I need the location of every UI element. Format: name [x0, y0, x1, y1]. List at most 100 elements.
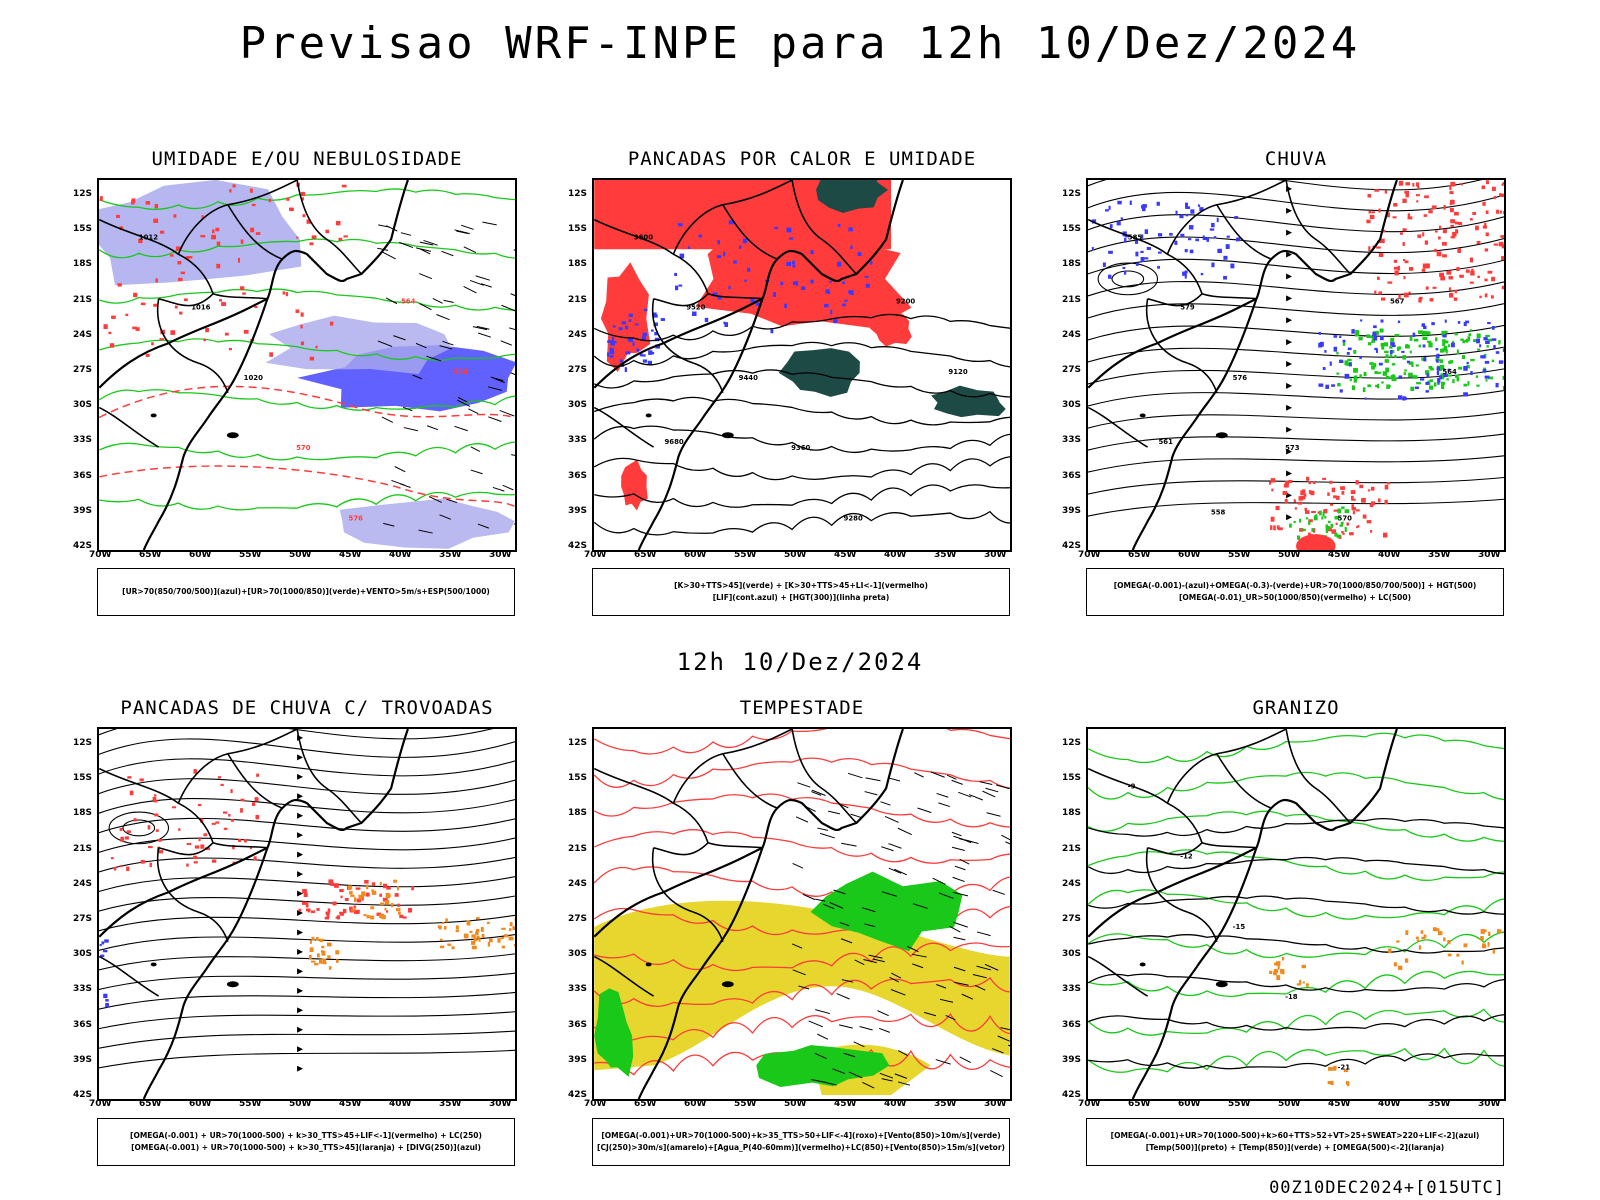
rain-area-green: [1418, 344, 1422, 348]
longitude-tick-label: 55W: [239, 550, 262, 560]
rain-area-blue: [1157, 265, 1160, 269]
storm-area-red: [228, 813, 231, 817]
omega-area-orange: [1418, 945, 1421, 950]
streamline-arrow: [297, 910, 304, 916]
latitude-tick-label: 12S: [568, 738, 588, 748]
latitude-tick-label: 12S: [73, 738, 93, 748]
rain-area-blue: [1182, 271, 1187, 276]
wind-vector: [482, 221, 497, 226]
rain-area-green: [1421, 357, 1425, 361]
storm-area-orange: [361, 891, 366, 897]
red-contour-dot: [243, 329, 249, 334]
omega-area-orange: [1447, 940, 1451, 945]
storm-area-red: [353, 910, 358, 914]
rain-area-blue: [1463, 392, 1468, 397]
storm-area-red: [217, 776, 221, 779]
omega-area-orange: [1332, 1067, 1337, 1071]
storm-area-orange: [348, 891, 353, 895]
latitude-tick-label: 33S: [568, 984, 588, 995]
rain-area-red: [1346, 522, 1349, 526]
rain-area-green: [1452, 340, 1455, 345]
longitude-tick-label: 50W: [289, 550, 312, 560]
rain-area-red: [1269, 481, 1272, 485]
omega-area-orange: [1275, 961, 1281, 966]
storm-area-red: [382, 897, 388, 902]
red-contour-dot: [108, 331, 112, 335]
streamline-arrow: [297, 793, 304, 800]
lif-contour-dot: [625, 351, 631, 355]
storm-area-red: [194, 845, 200, 849]
wind-vector: [501, 304, 515, 312]
storm-area-orange: [309, 947, 314, 953]
storm-area-red: [411, 886, 415, 891]
rain-area-green: [1349, 378, 1352, 382]
lif-contour-dot: [864, 275, 869, 278]
rain-area-red: [1293, 499, 1296, 503]
rain-area-red: [1369, 214, 1375, 220]
red-contour-dot: [216, 241, 221, 246]
lif-contour-dot: [837, 223, 841, 227]
longitude-tick-label: 40W: [884, 1099, 907, 1109]
rain-area-red: [1431, 205, 1437, 210]
rain-area-red: [1350, 490, 1356, 495]
hgt300-contour: [594, 510, 1010, 536]
precipitable-water-contour: [594, 829, 1010, 864]
wind-vector: [403, 427, 418, 432]
storm-area-orange: [371, 890, 377, 895]
rain-area-blue: [1175, 210, 1178, 216]
rain-area-red: [1335, 522, 1338, 526]
rain-area-red: [1296, 534, 1336, 550]
lif-contour-dot: [810, 250, 814, 255]
rain-area-red: [1501, 256, 1504, 261]
red-contour-dot: [239, 286, 245, 291]
lif-contour-dot: [642, 332, 647, 337]
red-contour-dot: [311, 235, 317, 239]
latitude-tick-label: 24S: [73, 329, 93, 340]
rain-area-red: [1422, 232, 1425, 237]
rain-area-blue: [1364, 397, 1367, 400]
rain-area-blue: [1360, 319, 1363, 322]
wind-vector: [972, 973, 987, 979]
rain-area-green: [1462, 340, 1465, 344]
omega-area-orange: [1388, 948, 1392, 954]
circulation: [1097, 262, 1159, 296]
lake-mark: [1215, 432, 1228, 439]
rain-area-green: [1439, 364, 1445, 369]
storm-area-red: [305, 902, 309, 908]
red-contour-dot: [221, 302, 226, 307]
storm-area-orange: [370, 915, 375, 920]
wind-vector: [828, 810, 841, 815]
storm-area-orange: [486, 921, 490, 925]
rain-area-blue: [1426, 373, 1430, 377]
rain-area-red: [1485, 232, 1489, 237]
border-line: [1201, 293, 1257, 300]
rain-area-green: [1344, 527, 1347, 532]
red-contour-dot: [140, 302, 146, 306]
rain-area-green: [1441, 330, 1446, 336]
storm-area-orange: [488, 938, 493, 943]
rain-area-blue: [1134, 240, 1139, 244]
coastline-south: [142, 847, 269, 1099]
omega-area-orange: [1273, 969, 1279, 973]
lif-contour-dot: [792, 281, 798, 285]
red-contour-dot: [159, 230, 165, 234]
storm-area-red: [371, 882, 376, 886]
longitude-tick-label: 70W: [89, 1099, 112, 1109]
border-line: [158, 842, 214, 856]
lif-contour-dot: [786, 227, 792, 233]
border-line: [722, 753, 778, 809]
divergence-dot: [105, 1002, 109, 1008]
storm-area-orange: [466, 920, 471, 926]
rain-area-red: [1397, 265, 1400, 271]
rain-area-green: [1402, 355, 1407, 360]
latitude-tick-label: 21S: [73, 294, 93, 305]
streamline: [99, 876, 515, 893]
rain-area-green: [1397, 346, 1402, 350]
rain-area-red: [1270, 525, 1273, 530]
rain-area-green: [1426, 340, 1432, 343]
latitude-tick-label: 33S: [73, 984, 93, 995]
streamline: [99, 778, 515, 795]
wind-vector: [862, 907, 876, 913]
rain-area-green: [1319, 510, 1322, 516]
map-svg: [594, 729, 1010, 1099]
